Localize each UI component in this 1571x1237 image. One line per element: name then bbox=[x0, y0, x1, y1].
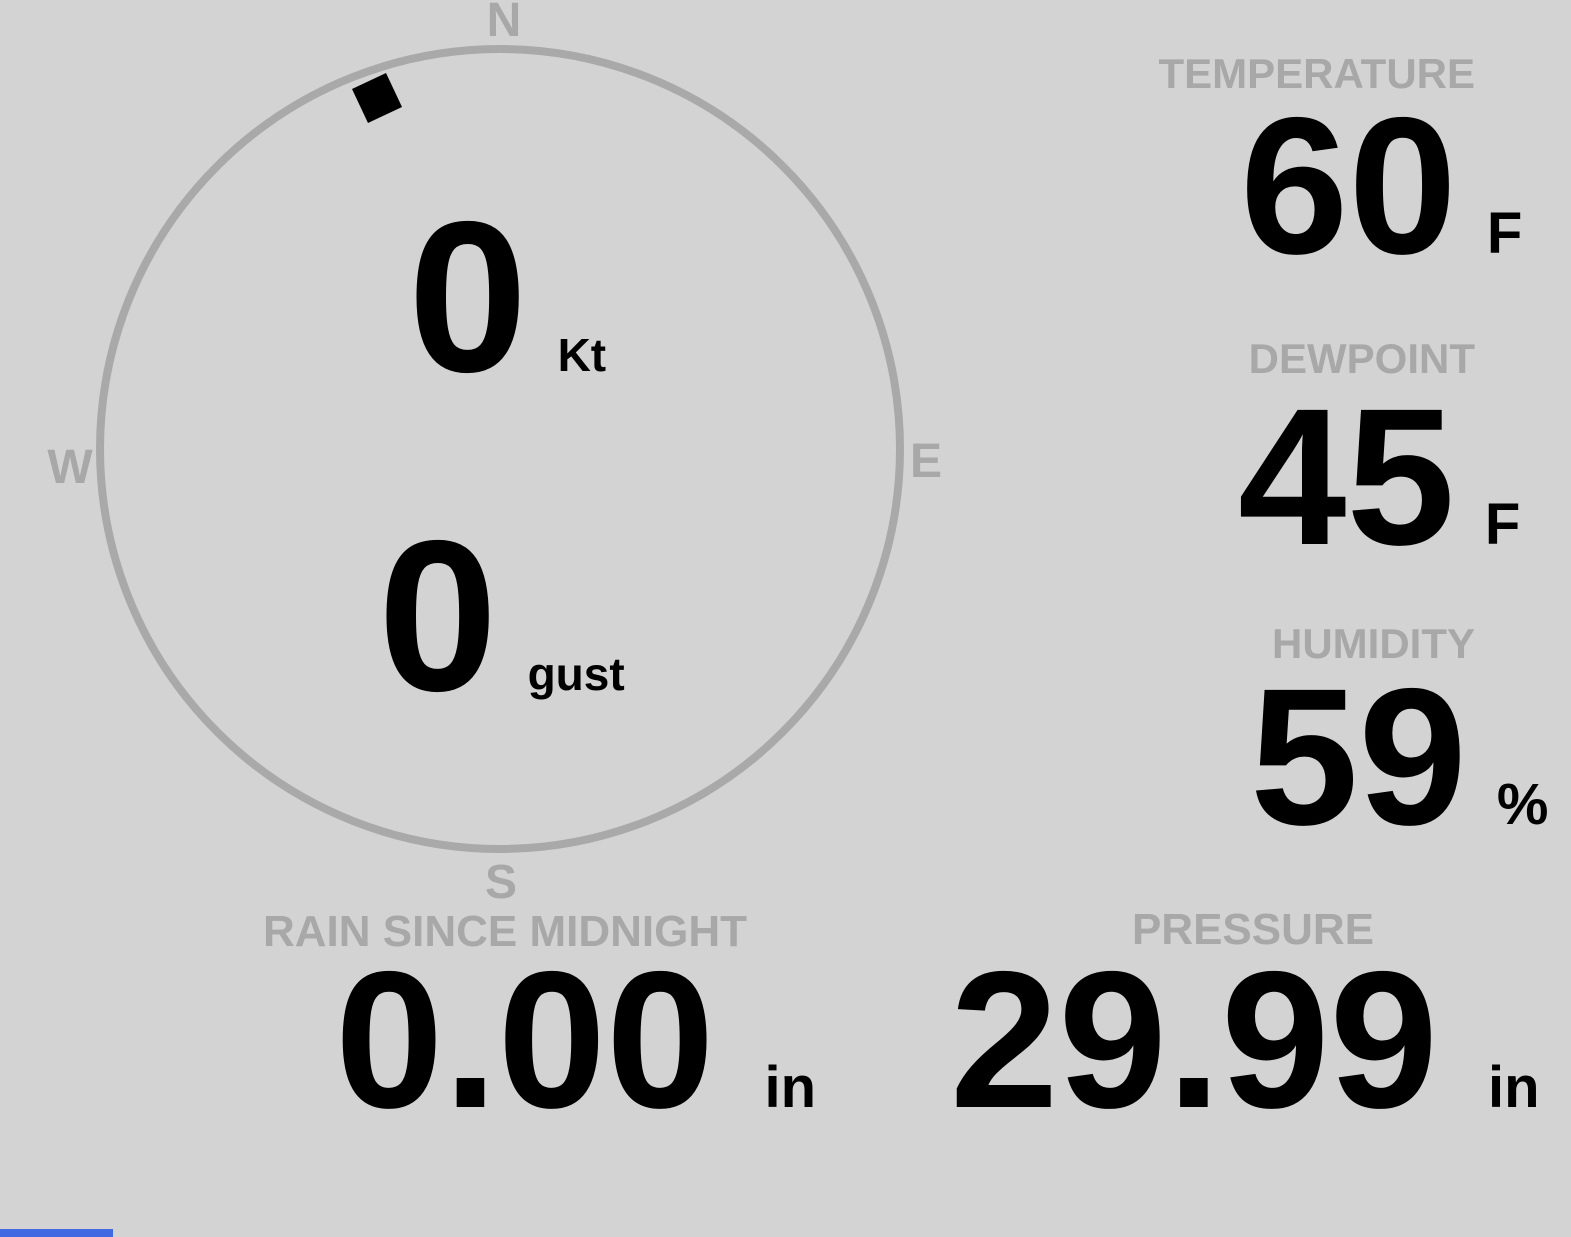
wind-speed-reading: 0 Kt bbox=[408, 189, 606, 404]
dewpoint-unit: F bbox=[1484, 492, 1521, 557]
wind-compass bbox=[96, 45, 904, 853]
temperature-unit: F bbox=[1486, 201, 1523, 266]
pressure-label: PRESSURE bbox=[1131, 905, 1375, 954]
refresh-progress-bar bbox=[0, 1229, 113, 1237]
humidity-unit: % bbox=[1496, 772, 1549, 837]
temperature-reading: 60 F bbox=[1240, 89, 1522, 284]
wind-speed-value: 0 bbox=[408, 176, 528, 417]
humidity-value: 59 bbox=[1250, 648, 1467, 866]
humidity-label: HUMIDITY bbox=[1272, 620, 1475, 667]
dewpoint-label: DEWPOINT bbox=[1248, 335, 1475, 382]
wind-gust-reading: 0 gust bbox=[378, 508, 625, 723]
wind-direction-marker-icon bbox=[352, 73, 402, 123]
temperature-value: 60 bbox=[1240, 77, 1457, 295]
wind-gust-unit: gust bbox=[527, 648, 625, 700]
rain-value: 0.00 bbox=[335, 931, 715, 1149]
compass-ring-icon bbox=[96, 45, 904, 853]
pressure-reading: 29.99 in bbox=[950, 943, 1540, 1138]
pressure-unit: in bbox=[1487, 1055, 1540, 1120]
compass-north-label: N bbox=[486, 0, 522, 47]
rain-label: RAIN SINCE MIDNIGHT bbox=[263, 907, 747, 956]
temperature-label: TEMPERATURE bbox=[1158, 50, 1475, 97]
pressure-value: 29.99 bbox=[950, 931, 1438, 1149]
rain-unit: in bbox=[764, 1055, 817, 1120]
compass-west-label: W bbox=[47, 441, 93, 494]
dewpoint-reading: 45 F bbox=[1238, 380, 1520, 575]
compass-east-label: E bbox=[909, 435, 943, 488]
dewpoint-value: 45 bbox=[1238, 368, 1455, 586]
rain-reading: 0.00 in bbox=[335, 943, 816, 1138]
compass-south-label: S bbox=[484, 856, 518, 909]
wind-speed-unit: Kt bbox=[557, 329, 607, 381]
humidity-reading: 59 % bbox=[1250, 660, 1548, 855]
wind-gust-value: 0 bbox=[378, 495, 498, 736]
